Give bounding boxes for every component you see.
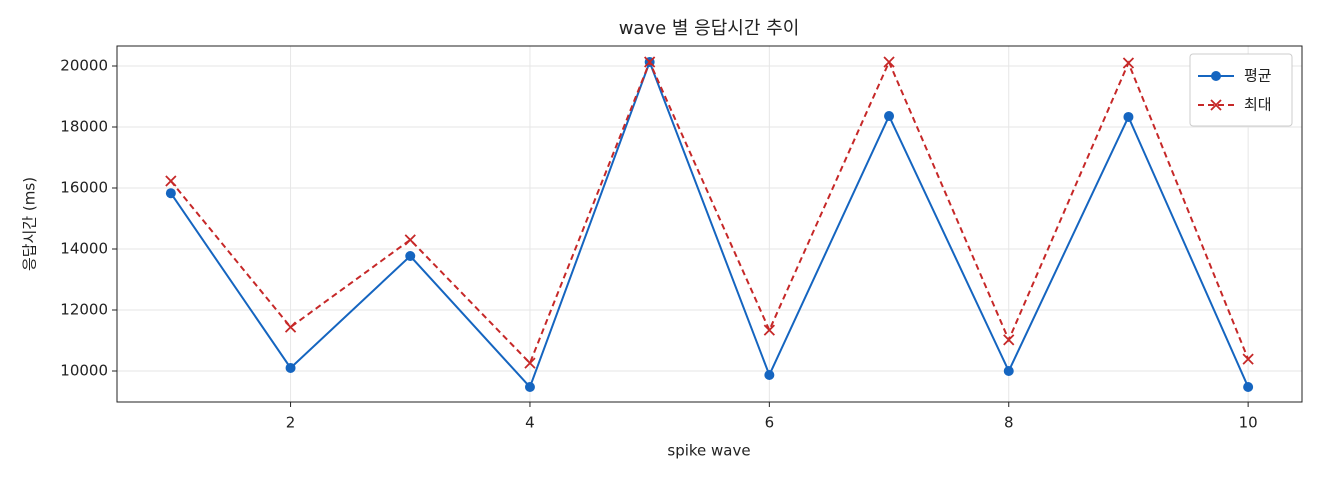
point [1003,366,1014,377]
x-axis-label: spike wave [667,442,750,460]
point [764,369,775,380]
point [1003,334,1015,346]
x-tick-label: 4 [525,414,535,432]
y-tick-label: 14000 [60,240,108,258]
y-tick-label: 12000 [60,301,108,319]
point [883,56,895,68]
point [1122,57,1135,69]
point [524,382,535,393]
series-line [170,59,1250,365]
point [524,357,536,369]
point [284,321,297,333]
y-tick-label: 10000 [60,362,108,380]
point [763,324,775,336]
y-tick-label: 18000 [60,118,108,136]
point [165,175,177,187]
y-axis-label: 응답시간 (ms) [21,177,39,271]
chart-title: wave 별 응답시간 추이 [619,18,800,39]
y-tick-label: 16000 [60,179,108,197]
series-line [170,59,1250,389]
point [165,188,176,199]
point [644,56,656,68]
legend-frame [1189,53,1293,127]
point [405,251,416,262]
point [1123,111,1134,122]
plot-frame [116,45,1303,403]
legend-label: 평균 [1244,67,1272,85]
legend-label: 최대 [1244,96,1272,114]
point [1243,382,1254,393]
point [285,362,296,373]
x-tick-label: 6 [765,414,775,432]
legend-marker [1211,71,1221,81]
legend-marker [1210,99,1222,111]
x-tick-label: 2 [286,414,296,432]
x-tick-label: 8 [1004,414,1014,432]
y-tick-label: 20000 [60,57,108,75]
point [404,234,416,246]
point [884,111,895,122]
x-tick-label: 10 [1239,414,1258,432]
point [1242,353,1254,365]
